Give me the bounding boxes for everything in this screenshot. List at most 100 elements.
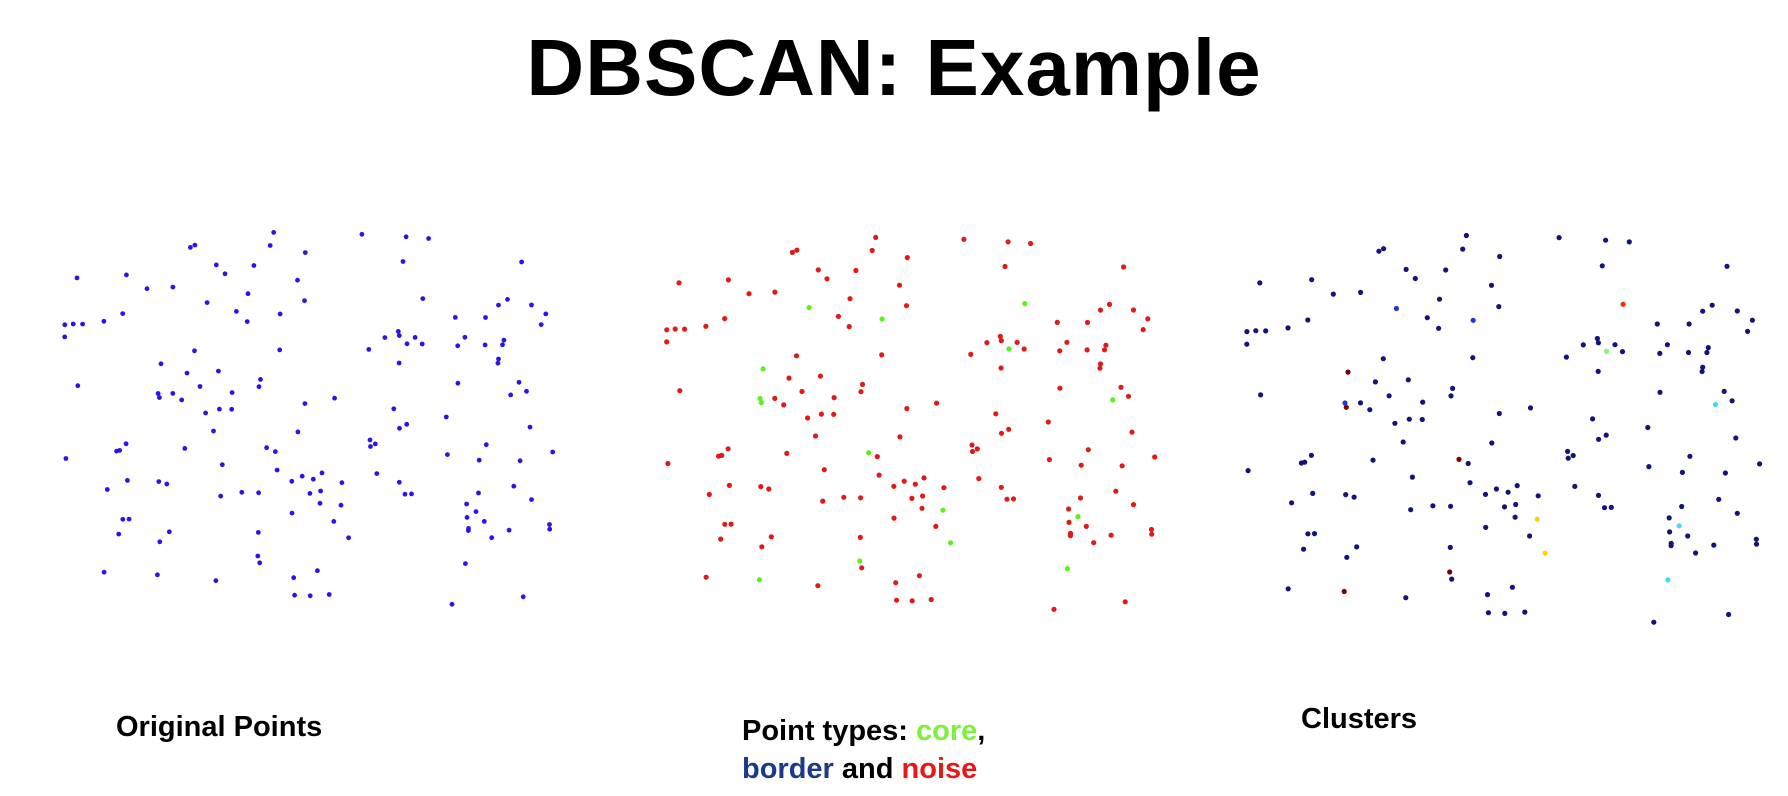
noise-point — [1119, 463, 1125, 469]
noise-point — [1556, 235, 1562, 241]
noise-point — [1709, 302, 1715, 308]
noise-point — [1285, 586, 1291, 592]
noise-point — [1679, 503, 1685, 510]
noise-point — [853, 267, 859, 274]
noise-point — [476, 457, 482, 463]
noise-point — [1412, 275, 1418, 282]
noise-point — [916, 573, 922, 579]
noise-point — [824, 276, 830, 282]
core-point — [1470, 317, 1476, 323]
noise-point — [117, 448, 123, 453]
noise-point — [894, 597, 900, 603]
noise-point — [725, 446, 731, 452]
noise-point — [1447, 544, 1453, 550]
noise-point — [295, 277, 300, 283]
noise-point — [170, 284, 176, 290]
noise-point — [302, 401, 308, 406]
noise-point — [772, 289, 778, 295]
noise-point — [1424, 315, 1430, 321]
noise-point — [302, 298, 307, 304]
core-point — [756, 577, 762, 583]
noise-point — [719, 452, 725, 458]
noise-point — [1386, 393, 1392, 399]
noise-point — [1145, 316, 1151, 322]
noise-point — [500, 342, 505, 348]
noise-point — [815, 583, 821, 589]
noise-point — [524, 388, 529, 394]
noise-point — [1753, 541, 1760, 547]
noise-point — [1685, 533, 1691, 539]
noise-point — [1358, 289, 1364, 295]
noise-point — [920, 493, 926, 499]
noise-point — [295, 429, 301, 435]
core-point — [879, 316, 885, 322]
noise-point — [858, 495, 864, 501]
core-point — [264, 445, 269, 451]
noise-point — [815, 267, 821, 273]
noise-point — [725, 277, 731, 283]
noise-point — [452, 315, 458, 320]
noise-point — [1372, 379, 1378, 385]
noise-point — [291, 575, 297, 581]
noise-point — [1057, 348, 1063, 354]
noise-point — [1711, 542, 1717, 548]
noise-point — [1301, 546, 1307, 552]
core-point — [1456, 456, 1462, 462]
core-point — [940, 507, 946, 513]
noise-point — [1488, 282, 1495, 288]
core-point — [255, 553, 261, 559]
noise-point — [1580, 342, 1586, 348]
noise-point — [1097, 365, 1103, 371]
noise-point — [984, 340, 990, 346]
noise-point — [1084, 347, 1090, 353]
noise-point — [217, 406, 222, 412]
noise-point — [1097, 361, 1104, 367]
noise-point — [1130, 502, 1137, 508]
noise-point — [793, 353, 800, 359]
page-title: DBSCAN: Example — [526, 23, 1262, 112]
noise-point — [116, 531, 122, 537]
noise-point — [1657, 389, 1663, 395]
noise-point — [331, 519, 337, 524]
noise-point — [359, 231, 365, 237]
noise-point — [483, 442, 489, 448]
noise-point — [1722, 470, 1728, 476]
noise-point — [1668, 543, 1674, 549]
noise-point — [818, 411, 824, 417]
noise-point — [255, 530, 261, 535]
noise-point — [123, 441, 129, 447]
noise-point — [961, 236, 967, 242]
core-point — [866, 450, 872, 456]
noise-point — [292, 592, 297, 598]
noise-point — [372, 441, 378, 447]
noise-point — [974, 446, 980, 452]
noise-point — [859, 381, 866, 387]
noise-point — [516, 379, 522, 385]
noise-point — [1646, 464, 1652, 470]
noise-point — [768, 534, 774, 540]
noise-point — [1749, 317, 1755, 323]
noise-point — [968, 351, 974, 357]
core-point — [1676, 523, 1682, 529]
noise-point — [903, 303, 910, 309]
noise-point — [1489, 440, 1495, 446]
noise-point — [1106, 301, 1113, 307]
noise-point — [904, 255, 910, 261]
noise-point — [1733, 435, 1739, 441]
noise-point — [213, 578, 219, 584]
core-point — [463, 561, 468, 566]
noise-point — [928, 596, 934, 603]
noise-point — [909, 495, 915, 501]
noise-point — [550, 449, 556, 455]
noise-point — [368, 444, 373, 449]
noise-point — [1460, 246, 1466, 252]
noise-point — [1572, 483, 1578, 489]
noise-point — [912, 481, 918, 487]
noise-point — [820, 498, 826, 504]
noise-point — [1045, 419, 1051, 425]
noise-point — [1570, 452, 1576, 459]
noise-point — [543, 311, 549, 317]
noise-point — [1721, 388, 1727, 394]
noise-point — [1700, 364, 1706, 370]
noise-point — [476, 490, 481, 496]
